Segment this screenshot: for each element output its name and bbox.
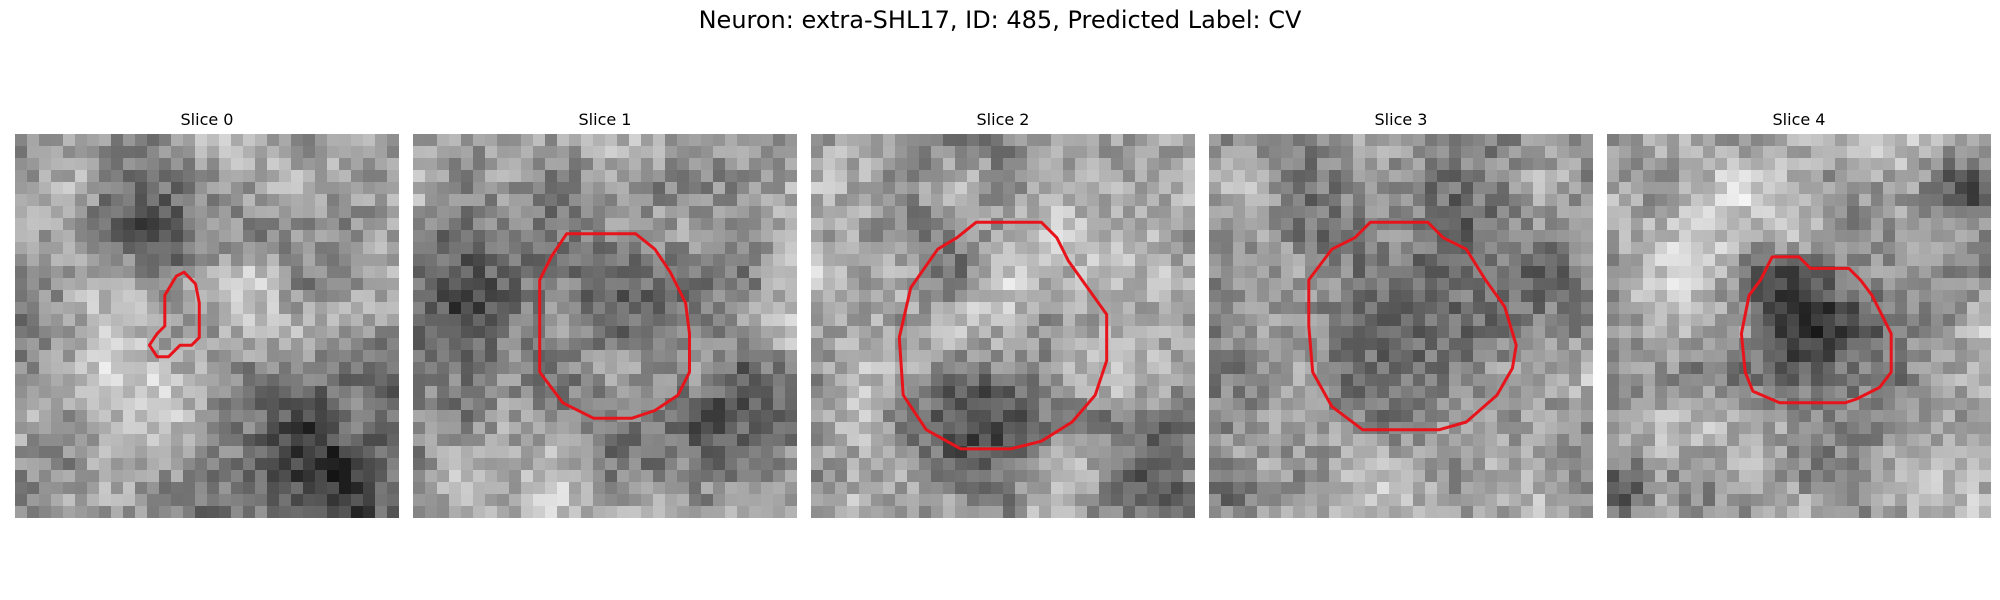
pixel-grid (1607, 134, 1991, 518)
slice-title: Slice 0 (180, 110, 234, 129)
slice-panel-0: Slice 0 (15, 108, 399, 518)
figure-title: Neuron: extra-SHL17, ID: 485, Predicted … (698, 6, 1302, 34)
pixel-grid (1209, 134, 1593, 518)
slice-panel-1: Slice 1 (413, 108, 797, 518)
slice-panel-4: Slice 4 (1607, 108, 1991, 518)
slice-title: Slice 1 (578, 110, 632, 129)
slice-title: Slice 2 (976, 110, 1030, 129)
slice-image (1209, 134, 1593, 518)
pixel-grid (811, 134, 1195, 518)
slice-image (413, 134, 797, 518)
slice-title: Slice 3 (1374, 110, 1428, 129)
slice-image (811, 134, 1195, 518)
pixel-grid (15, 134, 399, 518)
slice-panel-2: Slice 2 (811, 108, 1195, 518)
slice-title: Slice 4 (1772, 110, 1826, 129)
segmentation-contour (897, 220, 1109, 451)
segmentation-contour (1739, 255, 1893, 405)
segmentation-contour (147, 270, 201, 359)
slice-image (15, 134, 399, 518)
slice-image (1607, 134, 1991, 518)
segmentation-contour (538, 232, 691, 420)
pixel-grid (413, 134, 797, 518)
segmentation-contour (1307, 220, 1518, 432)
slice-panel-3: Slice 3 (1209, 108, 1593, 518)
